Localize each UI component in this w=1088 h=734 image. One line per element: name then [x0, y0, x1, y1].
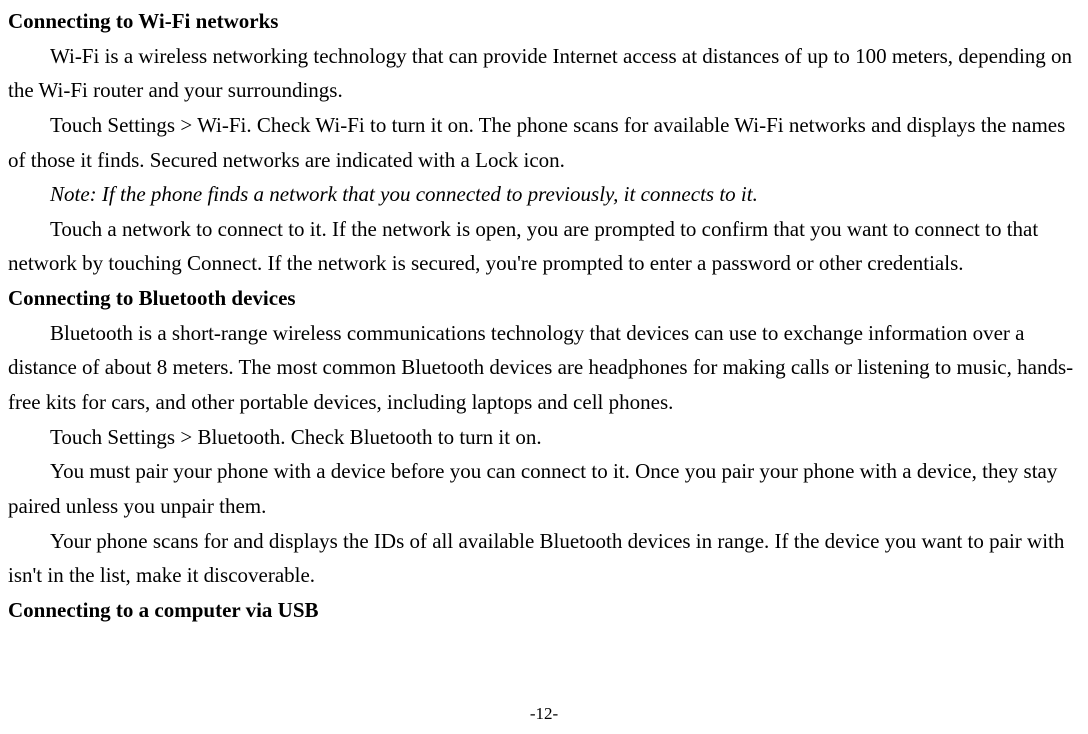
wifi-paragraph-3: Touch a network to connect to it. If the… [8, 212, 1080, 281]
bluetooth-paragraph-1: Bluetooth is a short-range wireless comm… [8, 316, 1080, 420]
wifi-paragraph-1: Wi-Fi is a wireless networking technolog… [8, 39, 1080, 108]
wifi-paragraph-2: Touch Settings > Wi-Fi. Check Wi-Fi to t… [8, 108, 1080, 177]
bluetooth-paragraph-2: Touch Settings > Bluetooth. Check Blueto… [8, 420, 1080, 455]
bluetooth-paragraph-4: Your phone scans for and displays the ID… [8, 524, 1080, 593]
wifi-heading: Connecting to Wi-Fi networks [8, 4, 1080, 39]
bluetooth-heading: Connecting to Bluetooth devices [8, 281, 1080, 316]
usb-heading: Connecting to a computer via USB [8, 593, 1080, 628]
document-content: Connecting to Wi-Fi networks Wi-Fi is a … [8, 4, 1080, 628]
bluetooth-paragraph-3: You must pair your phone with a device b… [8, 454, 1080, 523]
page-number: -12- [530, 700, 558, 728]
wifi-note: Note: If the phone finds a network that … [8, 177, 1080, 212]
